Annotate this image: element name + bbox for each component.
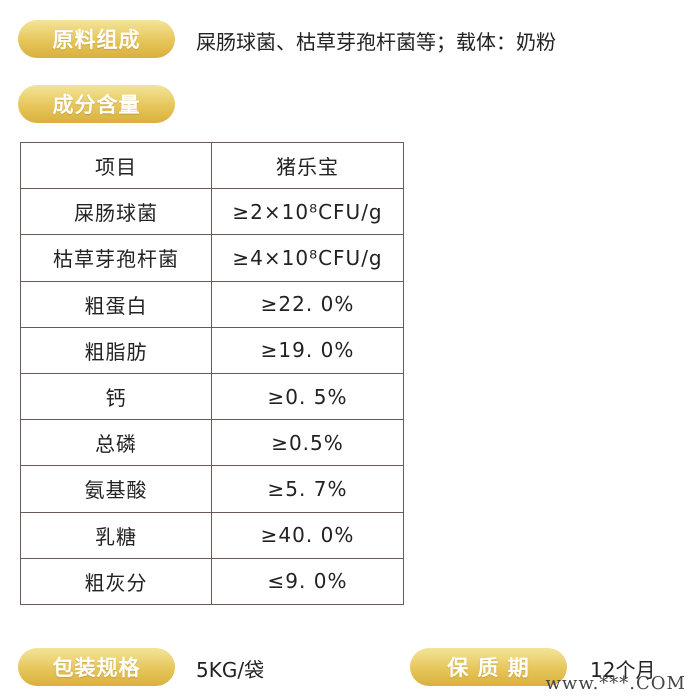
table-cell-value: ≥2×10⁸CFU/g [211,188,404,236]
table-cell-value: ≥4×10⁸CFU/g [211,234,404,282]
table-row: 枯草芽孢杆菌 ≥4×10⁸CFU/g [20,234,404,282]
table-cell-item: 枯草芽孢杆菌 [20,234,212,282]
table-row: 粗脂肪 ≥19. 0% [20,326,404,374]
watermark: www.***.COM [545,673,686,694]
table-row: 屎肠球菌 ≥2×10⁸CFU/g [20,188,404,236]
table-cell-value: ≥22. 0% [211,280,404,328]
ingredients-text: 屎肠球菌、枯草芽孢杆菌等；载体：奶粉 [196,30,556,54]
table-cell-value: ≤9. 0% [211,557,404,606]
table-cell-value: ≥0. 5% [211,372,404,421]
table-cell-value: ≥5. 7% [211,465,404,513]
table-header-row: 项目 猪乐宝 [20,141,404,190]
table-cell-item: 粗蛋白 [20,280,212,328]
table-cell-value: ≥40. 0% [211,511,404,559]
table-header-item: 项目 [20,141,212,190]
shelf-life-value: 12个月 [590,658,656,682]
packaging-label: 包装规格 [18,648,175,686]
table-cell-value: ≥0.5% [211,419,404,467]
table-cell-item: 粗灰分 [20,557,212,606]
table-row: 钙 ≥0. 5% [20,372,404,421]
shelf-life-label: 保 质 期 [410,648,567,686]
table-header-product: 猪乐宝 [211,141,404,190]
table-cell-item: 乳糖 [20,511,212,559]
composition-label: 成分含量 [18,85,175,123]
packaging-value: 5KG/袋 [196,658,265,682]
ingredients-label: 原料组成 [18,20,175,58]
table-row: 粗蛋白 ≥22. 0% [20,280,404,328]
table-row: 粗灰分 ≤9. 0% [20,557,404,606]
composition-table: 项目 猪乐宝 屎肠球菌 ≥2×10⁸CFU/g 枯草芽孢杆菌 ≥4×10⁸CFU… [20,141,404,606]
table-row: 氨基酸 ≥5. 7% [20,465,404,513]
table-row: 乳糖 ≥40. 0% [20,511,404,559]
table-cell-item: 粗脂肪 [20,326,212,374]
table-cell-item: 屎肠球菌 [20,188,212,236]
table-cell-item: 总磷 [20,419,212,467]
table-cell-value: ≥19. 0% [211,326,404,374]
table-cell-item: 钙 [20,372,212,421]
table-row: 总磷 ≥0.5% [20,419,404,467]
table-cell-item: 氨基酸 [20,465,212,513]
